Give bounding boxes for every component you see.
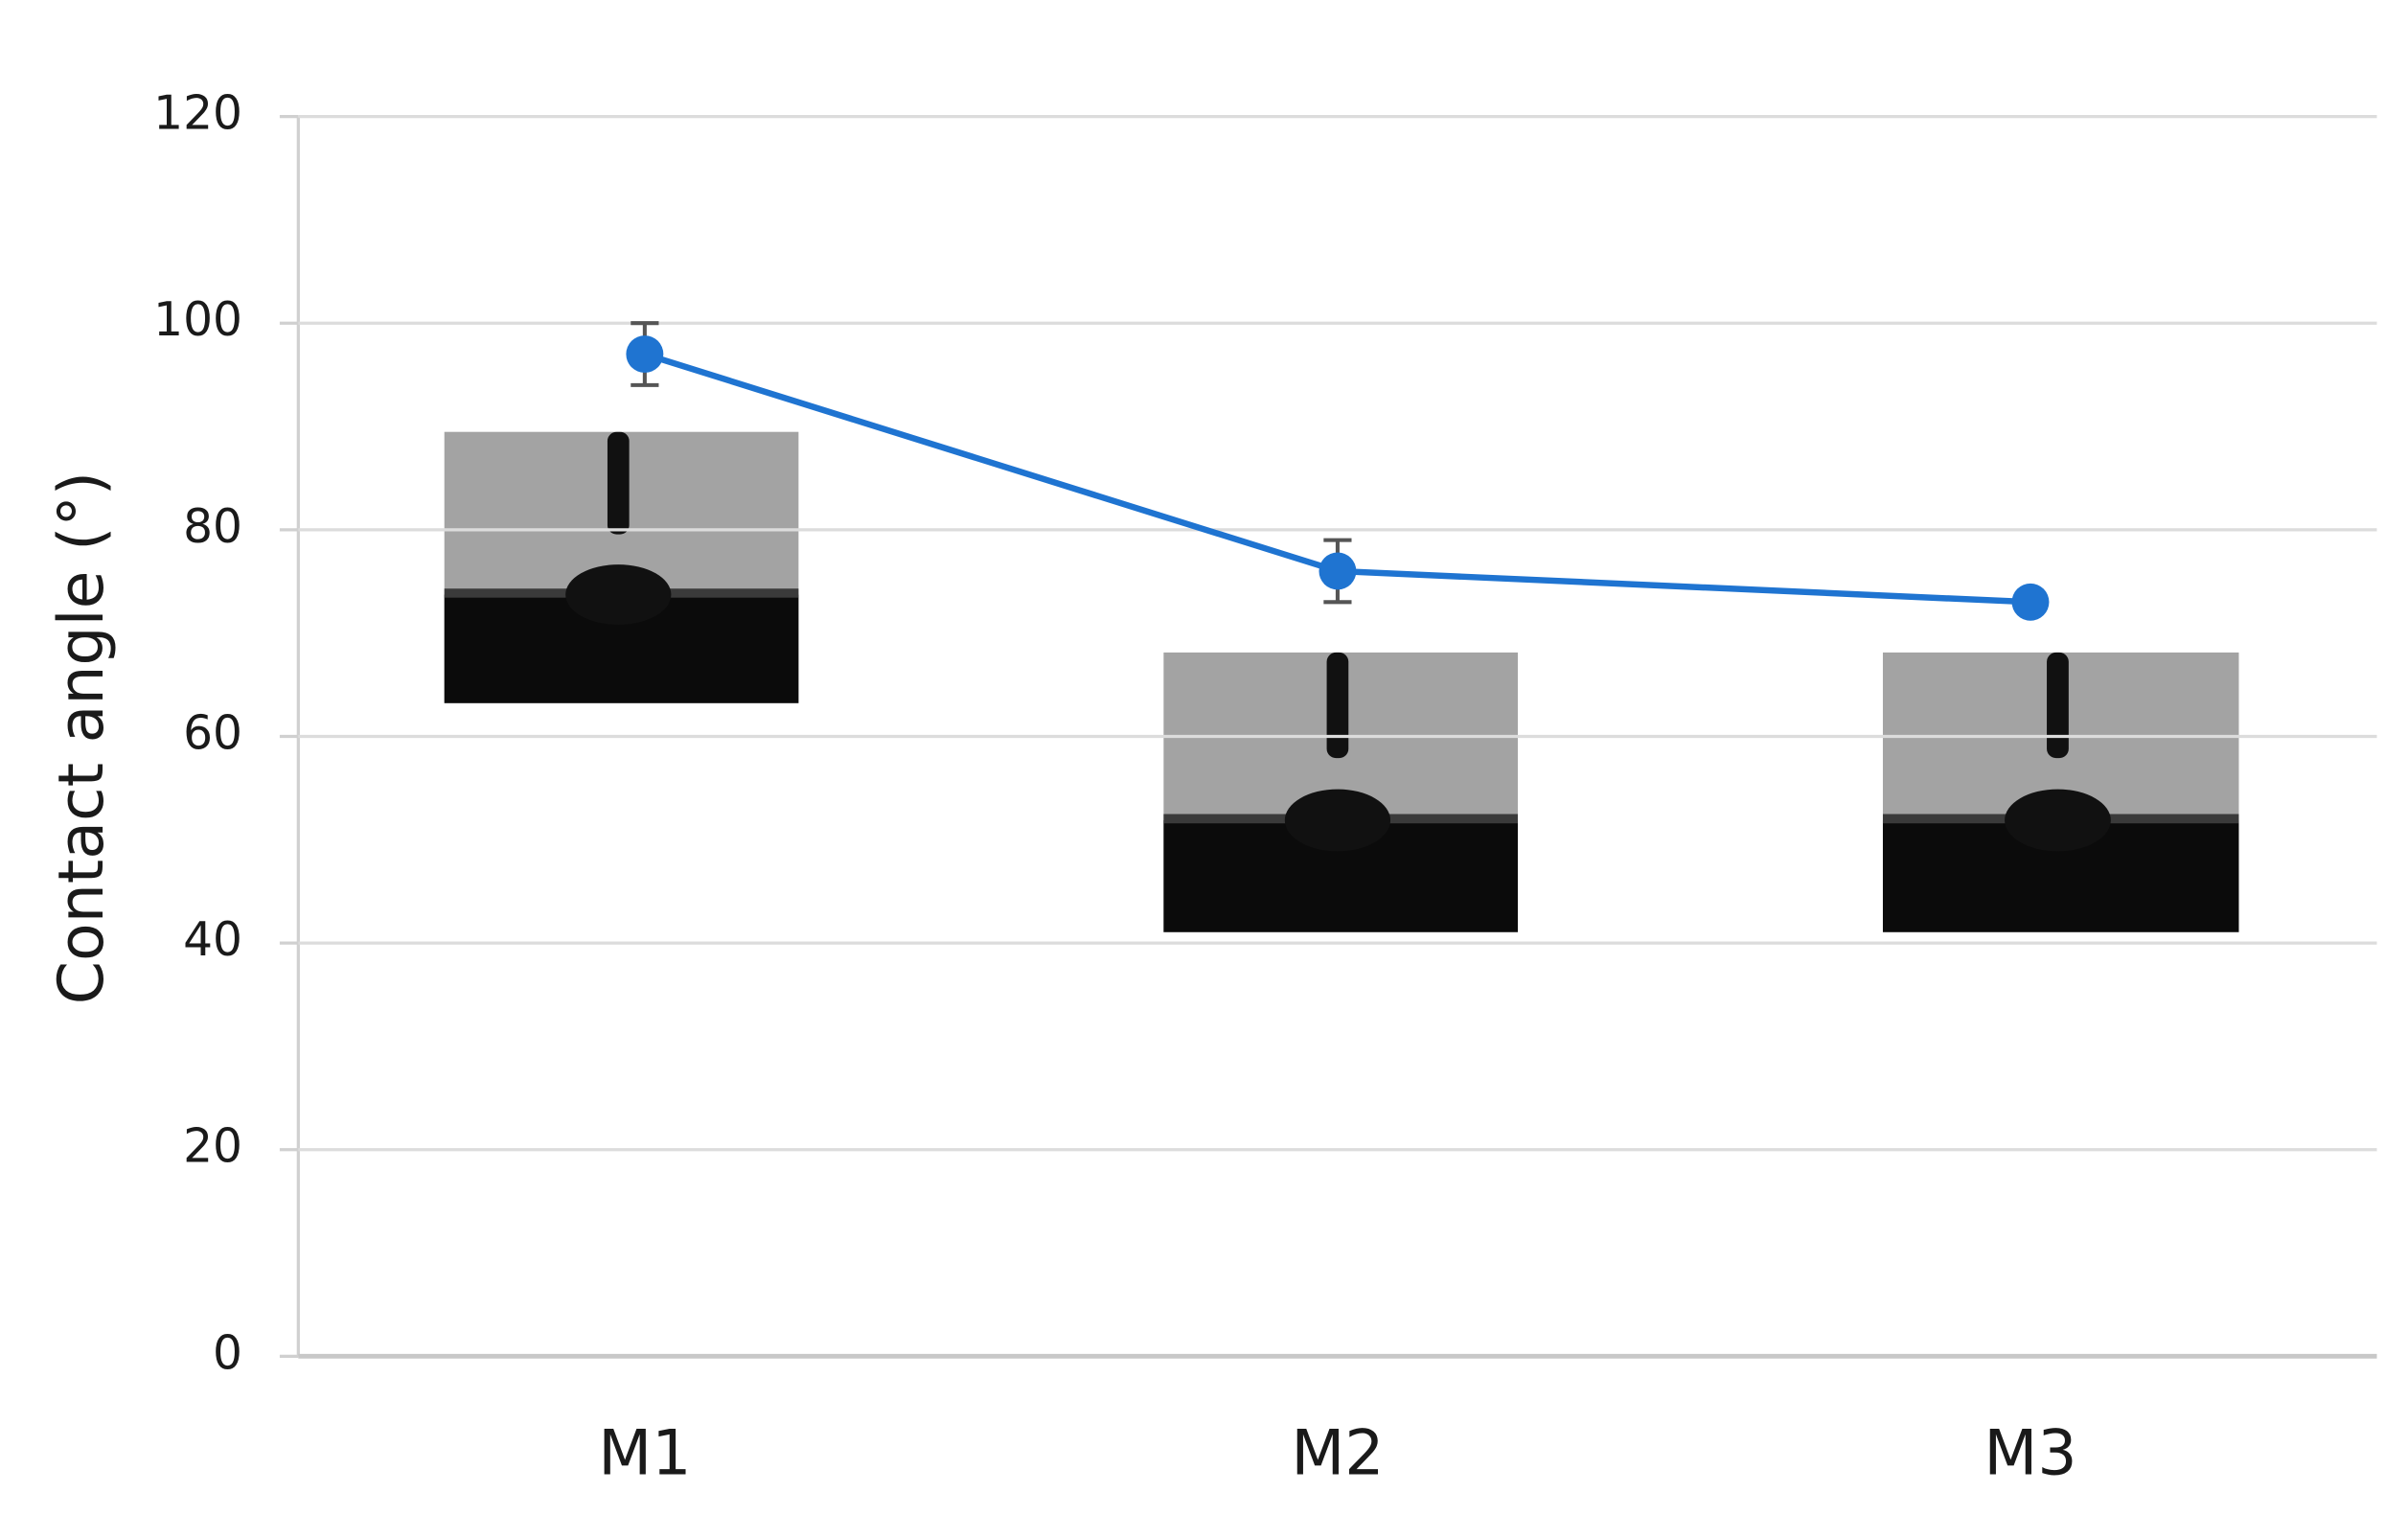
droplet-image [1882,652,2239,932]
y-tick-label: 0 [213,1326,242,1380]
inset-images [444,431,2239,932]
y-tick-label: 120 [153,87,242,141]
x-tick-label: M3 [1984,1417,2076,1489]
droplet-image [1163,652,1518,932]
x-tick-label: M1 [598,1417,691,1489]
x-tick-label: M2 [1291,1417,1384,1489]
data-point [626,335,664,374]
y-tick-label: 80 [183,500,242,554]
y-tick-label: 20 [183,1120,242,1174]
droplet-image [444,431,799,703]
y-tick-label: 100 [153,293,242,347]
y-tick-label: 40 [183,913,242,967]
y-tick-label: 60 [183,706,242,760]
data-point [2011,583,2050,621]
y-axis-label: Contact angle (°) [46,471,118,1004]
data-point [1319,552,1357,590]
